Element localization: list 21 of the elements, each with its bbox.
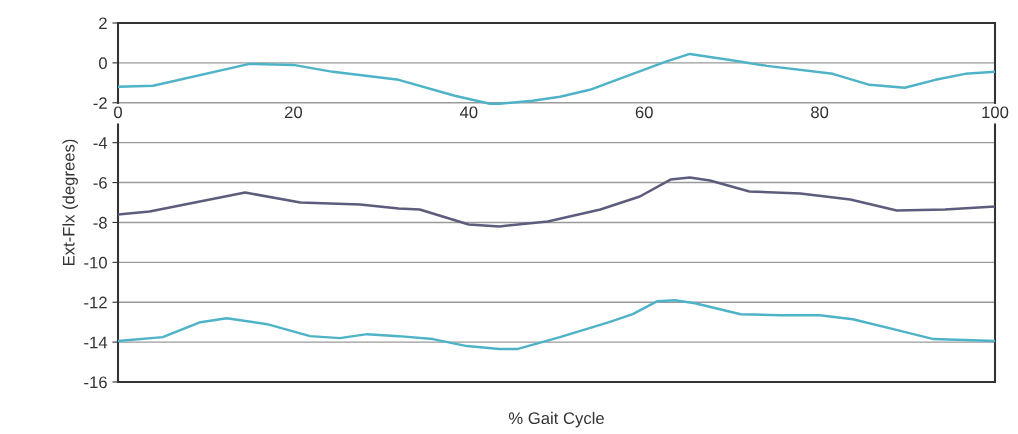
y-tick-label: -2 [93,97,107,109]
y-axis-title: Ext-Flx (degrees) [62,139,78,266]
x-tick-label: 0 [114,106,122,119]
y-tick-label: -6 [93,176,107,189]
y-tick-label: -10 [84,256,107,269]
y-tick-label: 0 [98,57,107,70]
x-tick-label: 20 [284,106,303,119]
y-tick-label: -16 [84,376,107,389]
y-tick-label: -14 [84,336,108,349]
line-series [118,52,995,106]
y-tick-label: -4 [93,137,108,149]
x-tick-label: 60 [635,106,653,119]
x-tick-label: 80 [811,106,829,119]
y-tick-label: -8 [93,216,107,229]
x-tick-label: 100 [982,106,1009,119]
y-tick-label: 2 [99,17,107,30]
x-tick-label: 40 [459,106,478,119]
line-series [118,298,995,351]
x-axis-title: % Gait Cycle [508,411,604,428]
line-series [118,176,995,228]
y-tick-label: -12 [84,296,107,309]
